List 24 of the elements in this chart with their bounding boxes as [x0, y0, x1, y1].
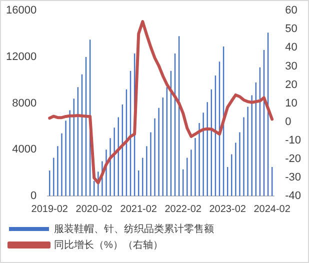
- y2-tick-label: -30: [285, 171, 302, 184]
- y2-tick-label: 30: [285, 60, 298, 72]
- x-tick-label: 2022-02: [164, 204, 202, 215]
- y-tick-label: 0: [30, 190, 37, 202]
- x-tick-label: 2024-02: [254, 204, 291, 215]
- legend-label: 同比增长（%）（右轴）: [54, 238, 163, 251]
- y2-tick-label: 20: [285, 78, 298, 91]
- y-tick-label: 16000: [6, 4, 37, 17]
- y2-tick-label: 10: [285, 97, 298, 110]
- x-tick-label: 2021-02: [120, 204, 158, 215]
- x-tick-label: 2020-02: [76, 204, 113, 215]
- y-tick-label: 4000: [12, 144, 37, 156]
- y2-tick-label: -10: [285, 134, 302, 146]
- y2-tick-label: 0: [285, 116, 292, 128]
- x-tick-label: 2023-02: [209, 204, 246, 215]
- x-tick-label: 2019-02: [31, 204, 68, 215]
- legend-label: 服装鞋帽、针、纺织品类累计零售额: [54, 222, 214, 235]
- y-tick-label: 8000: [12, 97, 37, 110]
- y2-tick-label: 50: [285, 23, 298, 36]
- y2-tick-label: 40: [285, 42, 298, 54]
- y2-tick-label: -20: [285, 152, 302, 165]
- y-tick-label: 12000: [6, 50, 37, 63]
- y2-tick-label: 60: [285, 4, 298, 17]
- y2-tick-label: -40: [285, 190, 302, 202]
